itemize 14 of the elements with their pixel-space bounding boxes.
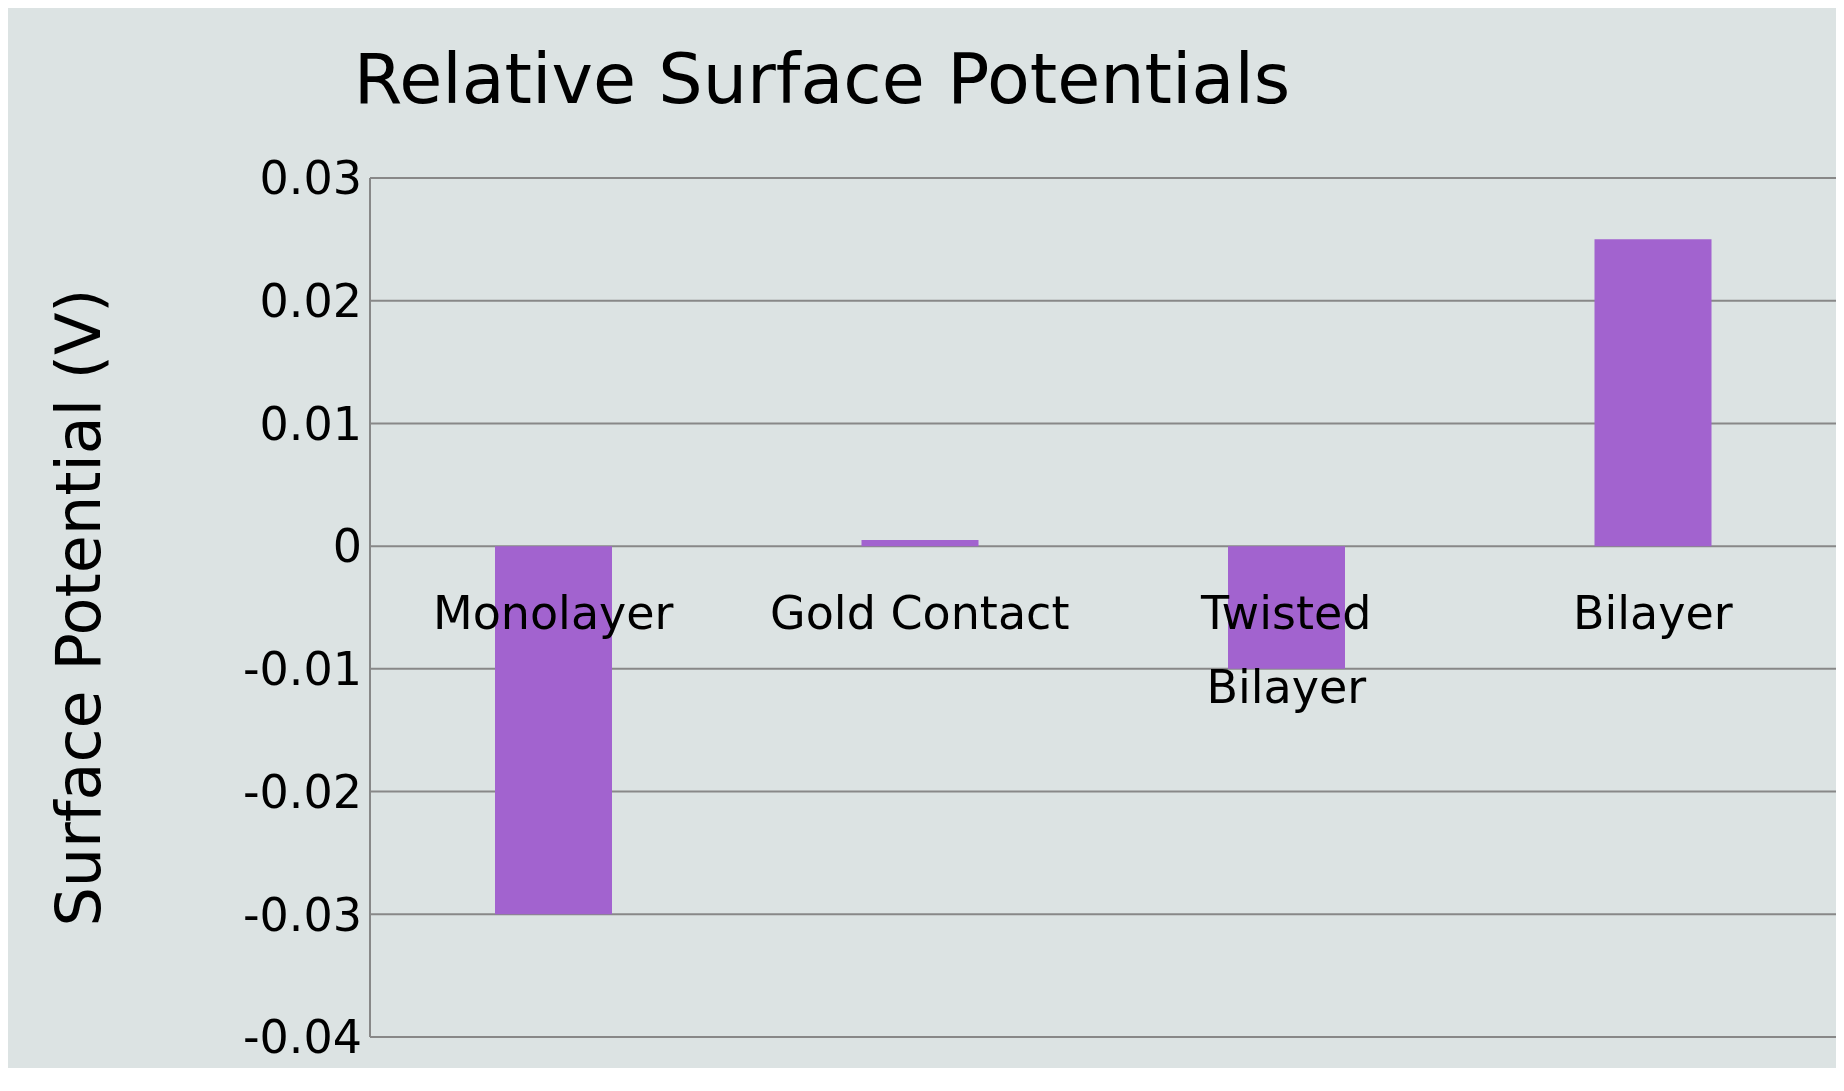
bar [861,540,979,547]
x-tick-label: Bilayer [1572,585,1733,640]
y-tick-label: 0.02 [259,274,362,329]
y-tick-label: 0.01 [259,396,362,451]
y-tick-label: 0 [332,519,362,574]
chart-title: Relative Surface Potentials [352,38,1292,120]
y-tick-label: -0.02 [242,764,362,819]
y-axis-title: Surface Potential (V) [42,288,116,927]
bar [1594,239,1712,547]
y-tick-label: -0.01 [242,642,362,697]
y-tick-label: -0.03 [242,887,362,942]
y-tick-label: 0.03 [259,151,362,206]
y-tick-label: -0.04 [242,1010,362,1065]
x-tick-label: Gold Contact [770,585,1070,640]
